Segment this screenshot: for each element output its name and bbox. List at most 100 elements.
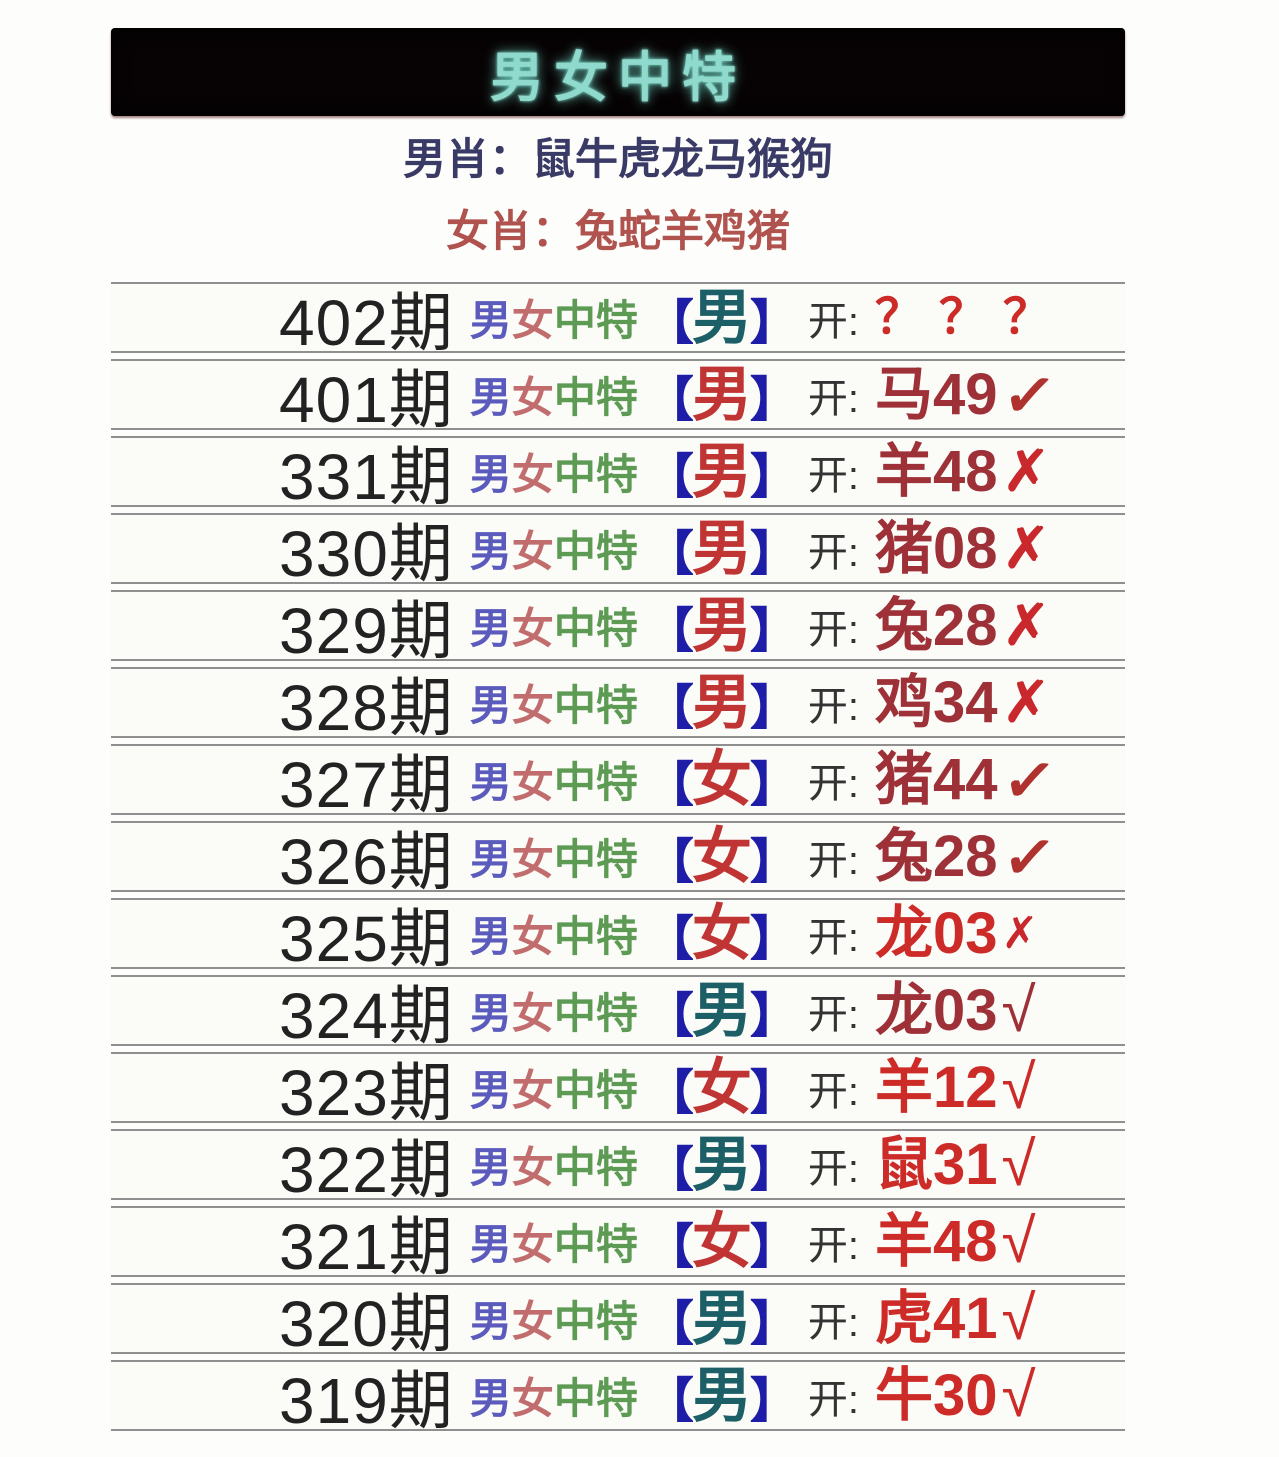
open-label: 开: (807, 992, 859, 1037)
tip-char-zhong: 中 (553, 682, 596, 729)
tip-char-te: 特 (595, 528, 638, 575)
result-value: 兔28 (875, 823, 998, 889)
result-value: 兔28 (875, 592, 998, 658)
tip-char-female: 女 (511, 1067, 554, 1114)
result-mark: ✗ (1001, 908, 1039, 958)
row-tip-label: 男女中特 (470, 364, 638, 425)
bracket-open: 【 (645, 527, 694, 581)
row-tip-label: 男女中特 (470, 441, 638, 502)
open-label: 开: (807, 299, 859, 344)
bracket-close: 】 (749, 296, 798, 350)
period-label: 327期 (279, 748, 454, 821)
bracket-close: 】 (749, 373, 798, 427)
open-label: 开: (807, 1069, 859, 1114)
result-row: 324期 男女中特 【 男 】 开: 龙03 √ (111, 975, 1125, 1052)
title-banner: 男女中特 (111, 28, 1125, 116)
period-label: 324期 (279, 979, 454, 1052)
row-tip-label: 男女中特 (470, 1057, 638, 1118)
tip-char-zhong: 中 (553, 1067, 596, 1114)
bracket-close: 】 (749, 1066, 798, 1120)
bracket-close: 】 (749, 527, 798, 581)
predicted-sex: 男 (691, 437, 752, 505)
female-zodiac-line: 女肖：兔蛇羊鸡猪 (111, 208, 1125, 256)
result-mark: ✓ (997, 355, 1059, 434)
tip-char-female: 女 (511, 605, 554, 652)
tip-char-male: 男 (469, 913, 512, 960)
period-label: 330期 (279, 517, 454, 590)
bracket-open: 【 (645, 450, 694, 504)
result-mark: ✗ (1001, 592, 1051, 658)
page-title: 男女中特 (490, 47, 746, 108)
row-tip-label: 男女中特 (470, 826, 638, 887)
result-row: 330期 男女中特 【 男 】 开: 猪08 ✗ (111, 513, 1125, 590)
row-tip-label: 男女中特 (470, 903, 638, 964)
tip-char-te: 特 (595, 759, 638, 806)
tip-char-zhong: 中 (553, 836, 596, 883)
result-row: 402期 男女中特 【 男 】 开: ？？？ (111, 282, 1125, 359)
result-row: 321期 男女中特 【 女 】 开: 羊48 √ (111, 1206, 1125, 1283)
tip-char-zhong: 中 (553, 1221, 596, 1268)
tip-char-te: 特 (595, 1067, 638, 1114)
result-mark: ✗ (1001, 669, 1051, 735)
tip-char-female: 女 (511, 1375, 554, 1422)
tip-char-female: 女 (511, 297, 554, 344)
result-value: 马49 (875, 361, 998, 427)
period-label: 401期 (279, 363, 454, 436)
period-label: 323期 (279, 1056, 454, 1129)
bracket-open: 【 (645, 681, 694, 735)
row-tip-label: 男女中特 (470, 980, 638, 1041)
row-tip-label: 男女中特 (470, 1288, 638, 1349)
tip-char-male: 男 (469, 1221, 512, 1268)
tip-char-zhong: 中 (553, 528, 596, 575)
open-label: 开: (807, 453, 859, 498)
tip-char-female: 女 (511, 913, 554, 960)
tip-char-te: 特 (595, 836, 638, 883)
bracket-open: 【 (645, 1143, 694, 1197)
predicted-sex: 男 (691, 1361, 752, 1429)
open-label: 开: (807, 376, 859, 421)
male-zodiac-value: 鼠牛虎龙马猴狗 (532, 136, 833, 184)
tip-sheet: 男女中特 男肖：鼠牛虎龙马猴狗 女肖：兔蛇羊鸡猪 402期 男女中特 【 男 】… (111, 28, 1125, 1437)
row-tip-label: 男女中特 (470, 749, 638, 810)
period-label: 321期 (279, 1210, 454, 1283)
bracket-close: 】 (749, 835, 798, 889)
tip-char-female: 女 (511, 759, 554, 806)
result-value: 猪08 (875, 515, 998, 581)
tip-char-male: 男 (469, 451, 512, 498)
result-mark: √ (1001, 1052, 1036, 1122)
result-value: 鼠31 (875, 1131, 998, 1197)
open-label: 开: (807, 1377, 859, 1422)
period-label: 319期 (279, 1364, 454, 1437)
result-value: 猪44 (875, 746, 998, 812)
result-value: 鸡34 (875, 669, 998, 735)
tip-char-te: 特 (595, 913, 638, 960)
bracket-open: 【 (645, 912, 694, 966)
result-row: 326期 男女中特 【 女 】 开: 兔28 ✓ (111, 817, 1125, 898)
tip-char-te: 特 (595, 297, 638, 344)
result-row: 325期 男女中特 【 女 】 开: 龙03 ✗ (111, 898, 1125, 975)
tip-char-male: 男 (469, 759, 512, 806)
tip-char-zhong: 中 (553, 451, 596, 498)
result-mark: √ (1001, 975, 1036, 1045)
tip-char-female: 女 (511, 1298, 554, 1345)
tip-char-male: 男 (469, 1298, 512, 1345)
result-mark: √ (1001, 1360, 1036, 1430)
tip-char-te: 特 (595, 1298, 638, 1345)
predicted-sex: 女 (691, 1053, 752, 1121)
tip-char-male: 男 (469, 1067, 512, 1114)
period-label: 320期 (279, 1287, 454, 1360)
tip-char-zhong: 中 (553, 1298, 596, 1345)
male-zodiac-label: 男肖： (403, 136, 532, 184)
result-mark: ✓ (997, 817, 1059, 896)
bracket-open: 【 (645, 1297, 694, 1351)
tip-char-zhong: 中 (553, 913, 596, 960)
tip-char-zhong: 中 (553, 1144, 596, 1191)
female-zodiac-label: 女肖： (446, 208, 575, 256)
period-label: 322期 (279, 1133, 454, 1206)
bracket-close: 】 (749, 1220, 798, 1274)
period-label: 328期 (279, 671, 454, 744)
bracket-close: 】 (749, 1297, 798, 1351)
result-value: 羊48 (875, 1208, 998, 1274)
tip-char-te: 特 (595, 1144, 638, 1191)
predicted-sex: 男 (691, 514, 752, 582)
